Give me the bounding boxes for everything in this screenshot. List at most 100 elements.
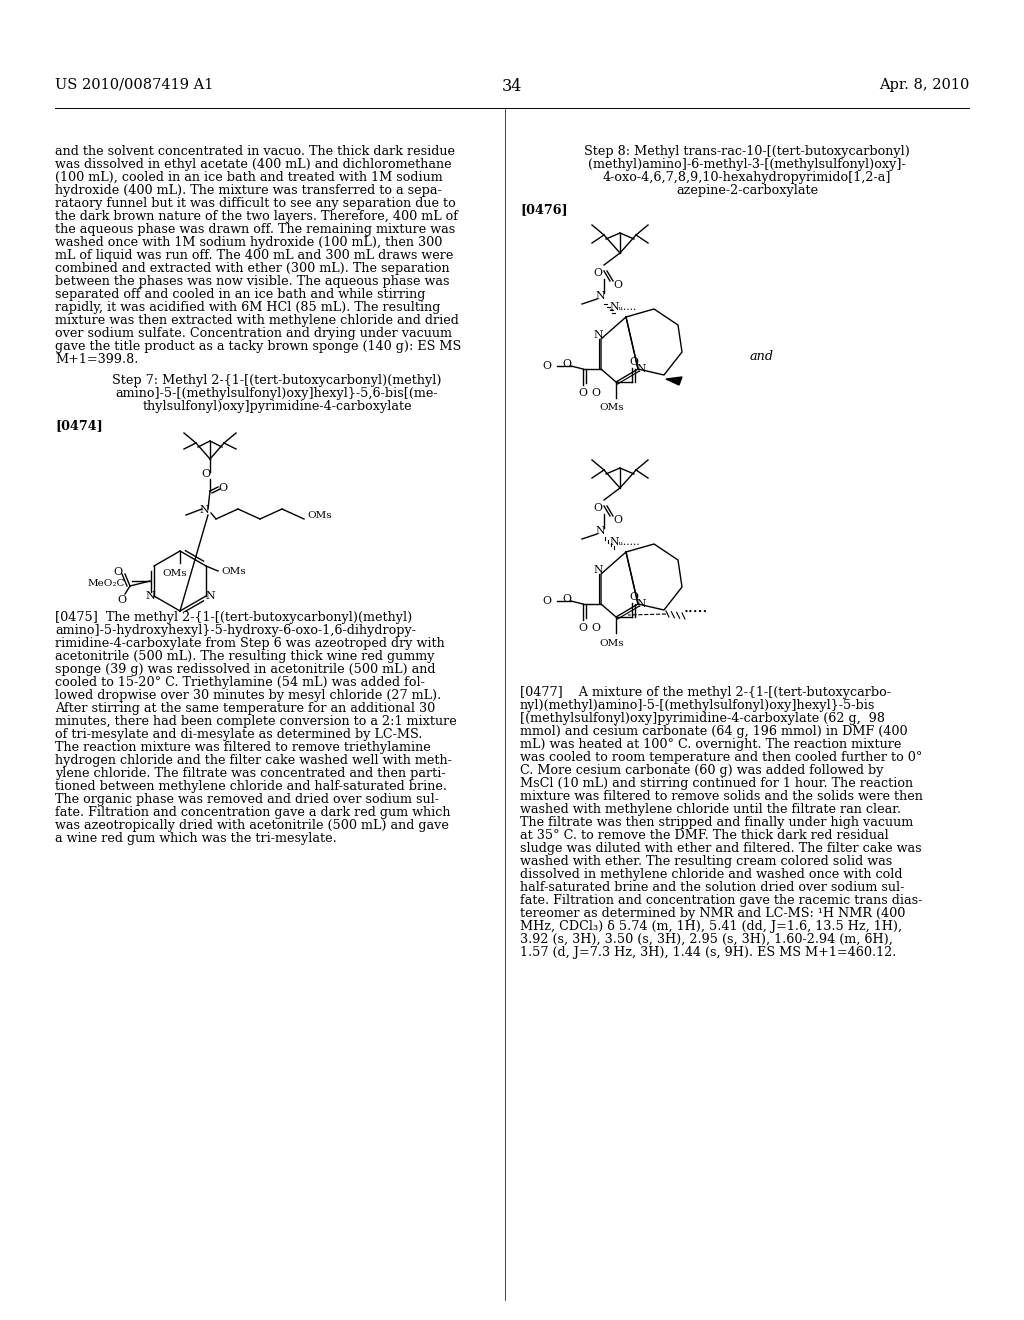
Text: O: O (592, 623, 600, 634)
Text: [0477]    A mixture of the methyl 2-{1-[(tert-butoxycarbo-: [0477] A mixture of the methyl 2-{1-[(te… (520, 686, 891, 700)
Text: rimidine-4-carboxylate from Step 6 was azeotroped dry with: rimidine-4-carboxylate from Step 6 was a… (55, 638, 444, 649)
Text: and the solvent concentrated in vacuo. The thick dark residue: and the solvent concentrated in vacuo. T… (55, 145, 455, 158)
Text: O: O (594, 503, 602, 513)
Text: O: O (542, 360, 551, 371)
Text: the dark brown nature of the two layers. Therefore, 400 mL of: the dark brown nature of the two layers.… (55, 210, 458, 223)
Text: of tri-mesylate and di-mesylate as determined by LC-MS.: of tri-mesylate and di-mesylate as deter… (55, 729, 422, 741)
Text: Nᵤ....: Nᵤ.... (609, 302, 636, 312)
Text: The filtrate was then stripped and finally under high vacuum: The filtrate was then stripped and final… (520, 816, 913, 829)
Text: fate. Filtration and concentration gave a dark red gum which: fate. Filtration and concentration gave … (55, 807, 451, 818)
Text: was dissolved in ethyl acetate (400 mL) and dichloromethane: was dissolved in ethyl acetate (400 mL) … (55, 158, 452, 172)
Text: N: N (145, 591, 155, 601)
Text: N: N (636, 364, 646, 374)
Text: C. More cesium carbonate (60 g) was added followed by: C. More cesium carbonate (60 g) was adde… (520, 764, 884, 777)
Text: mixture was then extracted with methylene chloride and dried: mixture was then extracted with methylen… (55, 314, 459, 327)
Text: O: O (562, 594, 571, 605)
Text: (100 mL), cooled in an ice bath and treated with 1M sodium: (100 mL), cooled in an ice bath and trea… (55, 172, 442, 183)
Text: O: O (579, 388, 588, 399)
Text: MeO₂C: MeO₂C (88, 578, 126, 587)
Text: minutes, there had been complete conversion to a 2:1 mixture: minutes, there had been complete convers… (55, 715, 457, 729)
Text: Apr. 8, 2010: Apr. 8, 2010 (879, 78, 969, 92)
Text: O: O (579, 623, 588, 634)
Text: [0476]: [0476] (520, 203, 567, 216)
Text: N: N (205, 591, 215, 601)
Text: [(methylsulfonyl)oxy]pyrimidine-4-carboxylate (62 g,  98: [(methylsulfonyl)oxy]pyrimidine-4-carbox… (520, 711, 885, 725)
Text: O: O (630, 591, 639, 602)
Text: the aqueous phase was drawn off. The remaining mixture was: the aqueous phase was drawn off. The rem… (55, 223, 456, 236)
Text: lowed dropwise over 30 minutes by mesyl chloride (27 mL).: lowed dropwise over 30 minutes by mesyl … (55, 689, 441, 702)
Text: fate. Filtration and concentration gave the racemic trans dias-: fate. Filtration and concentration gave … (520, 894, 923, 907)
Text: N: N (593, 330, 603, 341)
Text: rapidly, it was acidified with 6M HCl (85 mL). The resulting: rapidly, it was acidified with 6M HCl (8… (55, 301, 440, 314)
Text: (methyl)amino]-6-methyl-3-[(methylsulfonyl)oxy]-: (methyl)amino]-6-methyl-3-[(methylsulfon… (588, 158, 906, 172)
Text: Step 8: Methyl trans-rac-10-[(tert-butoxycarbonyl): Step 8: Methyl trans-rac-10-[(tert-butox… (584, 145, 910, 158)
Text: O: O (218, 483, 227, 492)
Text: tioned between methylene chloride and half-saturated brine.: tioned between methylene chloride and ha… (55, 780, 447, 793)
Text: ylene chloride. The filtrate was concentrated and then parti-: ylene chloride. The filtrate was concent… (55, 767, 445, 780)
Text: O: O (630, 356, 639, 367)
Text: O: O (562, 359, 571, 370)
Text: combined and extracted with ether (300 mL). The separation: combined and extracted with ether (300 m… (55, 261, 450, 275)
Text: sludge was diluted with ether and filtered. The filter cake was: sludge was diluted with ether and filter… (520, 842, 922, 855)
Text: a wine red gum which was the tri-mesylate.: a wine red gum which was the tri-mesylat… (55, 832, 337, 845)
Text: 1.57 (d, J=7.3 Hz, 3H), 1.44 (s, 9H). ES MS M+1=460.12.: 1.57 (d, J=7.3 Hz, 3H), 1.44 (s, 9H). ES… (520, 946, 896, 960)
Text: US 2010/0087419 A1: US 2010/0087419 A1 (55, 78, 213, 92)
Text: between the phases was now visible. The aqueous phase was: between the phases was now visible. The … (55, 275, 450, 288)
Text: MsCl (10 mL) and stirring continued for 1 hour. The reaction: MsCl (10 mL) and stirring continued for … (520, 777, 913, 789)
Text: amino]-5-[(methylsulfonyl)oxy]hexyl}-5,6-bis[(me-: amino]-5-[(methylsulfonyl)oxy]hexyl}-5,6… (116, 387, 438, 400)
Text: After stirring at the same temperature for an additional 30: After stirring at the same temperature f… (55, 702, 435, 715)
Text: N: N (636, 599, 646, 609)
Text: 3.92 (s, 3H), 3.50 (s, 3H), 2.95 (s, 3H), 1.60-2.94 (m, 6H),: 3.92 (s, 3H), 3.50 (s, 3H), 2.95 (s, 3H)… (520, 933, 893, 946)
Text: 4-oxo-4,6,7,8,9,10-hexahydropyrimido[1,2-a]: 4-oxo-4,6,7,8,9,10-hexahydropyrimido[1,2… (603, 172, 891, 183)
Text: mL) was heated at 100° C. overnight. The reaction mixture: mL) was heated at 100° C. overnight. The… (520, 738, 901, 751)
Text: O: O (542, 597, 551, 606)
Text: O: O (202, 469, 211, 479)
Text: M+1=399.8.: M+1=399.8. (55, 352, 138, 366)
Text: washed with methylene chloride until the filtrate ran clear.: washed with methylene chloride until the… (520, 803, 901, 816)
Text: N: N (595, 290, 605, 301)
Text: O: O (613, 280, 623, 290)
Text: O: O (114, 568, 123, 577)
Text: OMs: OMs (163, 569, 187, 578)
Text: mmol) and cesium carbonate (64 g, 196 mmol) in DMF (400: mmol) and cesium carbonate (64 g, 196 mm… (520, 725, 907, 738)
Text: Step 7: Methyl 2-{1-[(tert-butoxycarbonyl)(methyl): Step 7: Methyl 2-{1-[(tert-butoxycarbony… (113, 374, 441, 387)
Text: MHz, CDCl₃) δ 5.74 (m, 1H), 5.41 (dd, J=1.6, 13.5 Hz, 1H),: MHz, CDCl₃) δ 5.74 (m, 1H), 5.41 (dd, J=… (520, 920, 902, 933)
Text: azepine-2-carboxylate: azepine-2-carboxylate (676, 183, 818, 197)
Polygon shape (666, 378, 682, 385)
Text: half-saturated brine and the solution dried over sodium sul-: half-saturated brine and the solution dr… (520, 880, 904, 894)
Text: sponge (39 g) was redissolved in acetonitrile (500 mL) and: sponge (39 g) was redissolved in acetoni… (55, 663, 435, 676)
Text: amino]-5-hydroxyhexyl}-5-hydroxy-6-oxo-1,6-dihydropy-: amino]-5-hydroxyhexyl}-5-hydroxy-6-oxo-1… (55, 624, 416, 638)
Text: The reaction mixture was filtered to remove triethylamine: The reaction mixture was filtered to rem… (55, 741, 431, 754)
Text: was cooled to room temperature and then cooled further to 0°: was cooled to room temperature and then … (520, 751, 923, 764)
Text: over sodium sulfate. Concentration and drying under vacuum: over sodium sulfate. Concentration and d… (55, 327, 452, 341)
Text: mixture was filtered to remove solids and the solids were then: mixture was filtered to remove solids an… (520, 789, 923, 803)
Text: N: N (595, 525, 605, 536)
Text: washed with ether. The resulting cream colored solid was: washed with ether. The resulting cream c… (520, 855, 892, 869)
Text: nyl)(methyl)amino]-5-[(methylsulfonyl)oxy]hexyl}-5-bis: nyl)(methyl)amino]-5-[(methylsulfonyl)ox… (520, 700, 876, 711)
Text: separated off and cooled in an ice bath and while stirring: separated off and cooled in an ice bath … (55, 288, 425, 301)
Text: 34: 34 (502, 78, 522, 95)
Text: dissolved in methylene chloride and washed once with cold: dissolved in methylene chloride and wash… (520, 869, 902, 880)
Text: •••••: ••••• (684, 609, 709, 616)
Text: OMs: OMs (307, 511, 332, 520)
Text: O: O (594, 268, 602, 279)
Text: OMs: OMs (221, 566, 246, 576)
Text: mL of liquid was run off. The 400 mL and 300 mL draws were: mL of liquid was run off. The 400 mL and… (55, 249, 454, 261)
Text: hydrogen chloride and the filter cake washed well with meth-: hydrogen chloride and the filter cake wa… (55, 754, 452, 767)
Text: The organic phase was removed and dried over sodium sul-: The organic phase was removed and dried … (55, 793, 439, 807)
Text: and: and (750, 350, 774, 363)
Text: acetonitrile (500 mL). The resulting thick wine red gummy: acetonitrile (500 mL). The resulting thi… (55, 649, 434, 663)
Text: N: N (593, 565, 603, 576)
Text: [0475]  The methyl 2-{1-[(tert-butoxycarbonyl)(methyl): [0475] The methyl 2-{1-[(tert-butoxycarb… (55, 611, 413, 624)
Text: thylsulfonyl)oxy]pyrimidine-4-carboxylate: thylsulfonyl)oxy]pyrimidine-4-carboxylat… (142, 400, 412, 413)
Text: O: O (118, 595, 127, 605)
Text: Nᵤ.....: Nᵤ..... (609, 537, 640, 546)
Text: N: N (199, 506, 209, 515)
Text: O: O (613, 515, 623, 525)
Text: [0474]: [0474] (55, 418, 102, 432)
Text: O: O (592, 388, 600, 399)
Text: cooled to 15-20° C. Triethylamine (54 mL) was added fol-: cooled to 15-20° C. Triethylamine (54 mL… (55, 676, 425, 689)
Text: rataory funnel but it was difficult to see any separation due to: rataory funnel but it was difficult to s… (55, 197, 456, 210)
Text: tereomer as determined by NMR and LC-MS: ¹H NMR (400: tereomer as determined by NMR and LC-MS:… (520, 907, 905, 920)
Text: gave the title product as a tacky brown sponge (140 g): ES MS: gave the title product as a tacky brown … (55, 341, 461, 352)
